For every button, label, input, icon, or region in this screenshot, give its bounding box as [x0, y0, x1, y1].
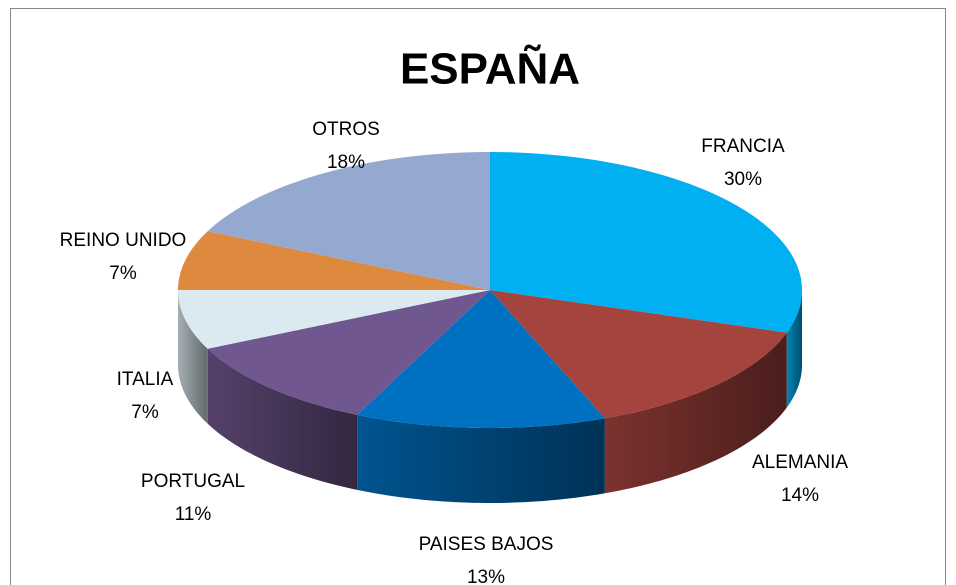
- value-label: 18%: [327, 152, 365, 173]
- slice: [178, 231, 490, 290]
- pie-tops: [178, 152, 802, 428]
- slice: [207, 290, 490, 415]
- value-label: 7%: [109, 263, 137, 284]
- slice-label: OTROS: [312, 119, 380, 140]
- slice-label: FRANCIA: [701, 136, 785, 157]
- slice-side: [604, 332, 787, 494]
- slice-label: PORTUGAL: [141, 471, 245, 492]
- slice-label: ALEMANIA: [752, 452, 848, 473]
- slice-label: ITALIA: [117, 369, 174, 390]
- slice-side: [178, 290, 208, 424]
- value-label: 30%: [724, 169, 762, 190]
- value-label: 14%: [781, 485, 819, 506]
- slice-label: PAISES BAJOS: [419, 534, 554, 555]
- slice: [178, 290, 490, 349]
- value-label: 11%: [175, 504, 212, 525]
- slice: [490, 290, 787, 419]
- slice-side: [207, 348, 358, 490]
- slice-side: [357, 414, 605, 503]
- value-label: 13%: [467, 567, 505, 585]
- chart-title: ESPAÑA: [400, 44, 580, 94]
- slice: [207, 152, 490, 290]
- slice: [357, 290, 605, 428]
- pie-sides: [178, 290, 802, 503]
- slice-label: REINO UNIDO: [60, 230, 187, 251]
- value-label: 7%: [131, 402, 159, 423]
- slice-side: [786, 290, 802, 408]
- slice: [490, 152, 802, 333]
